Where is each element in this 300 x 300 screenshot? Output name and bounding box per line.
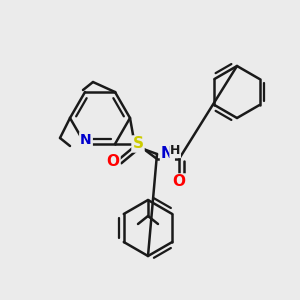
Text: N: N: [161, 146, 174, 161]
Text: H: H: [170, 145, 180, 158]
Text: S: S: [133, 136, 143, 152]
Text: O: O: [106, 154, 119, 169]
Text: N: N: [80, 133, 92, 147]
Text: O: O: [172, 175, 185, 190]
